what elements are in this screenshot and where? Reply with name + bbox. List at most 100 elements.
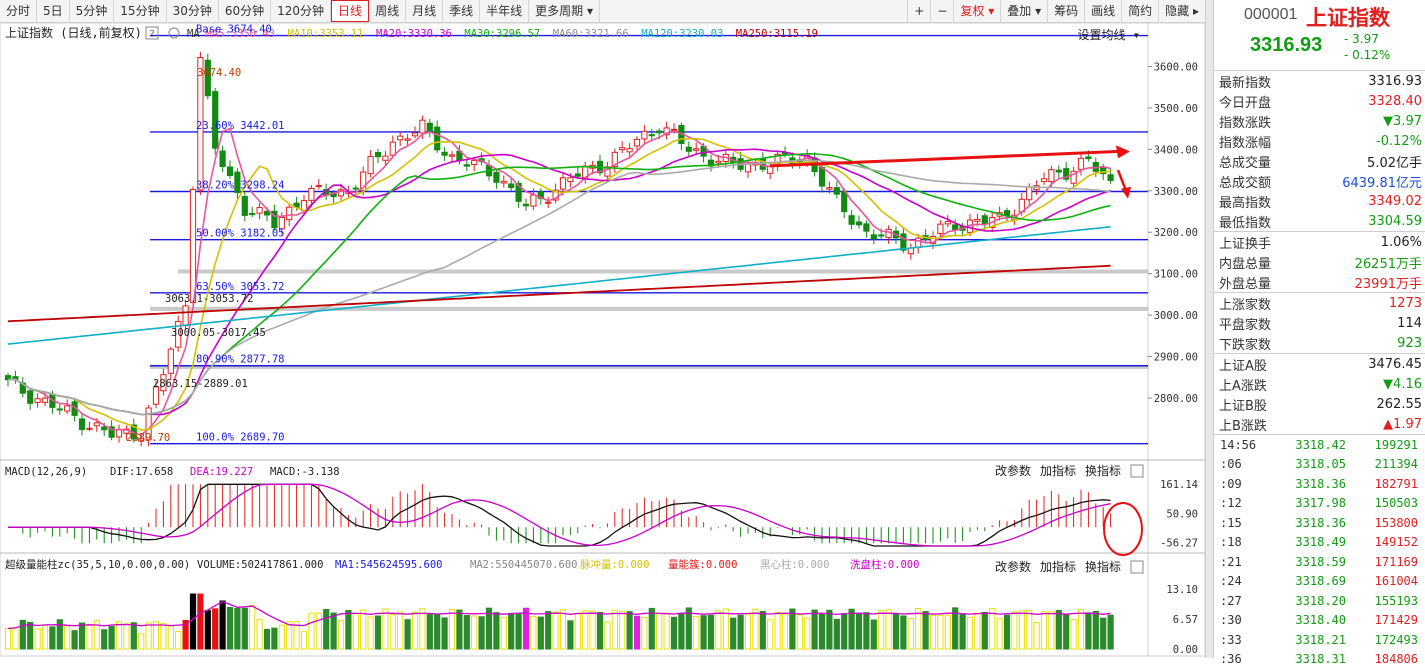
quote-row-value: 3476.45	[1368, 357, 1422, 372]
volume-bar	[879, 611, 884, 649]
volume-bar	[753, 609, 758, 649]
period-tab-12[interactable]: 更多周期 ▾	[529, 0, 600, 22]
tick-price: 3318.36	[1266, 477, 1346, 491]
period-tab-7[interactable]: 日线	[331, 0, 369, 22]
macd-btn-0[interactable]: 改参数	[995, 463, 1031, 478]
candle-body	[620, 148, 625, 150]
candle-body	[368, 156, 373, 173]
candle-body	[871, 235, 876, 239]
period-tab-0[interactable]: 分时	[0, 0, 37, 22]
high-annotation: 3674.40	[197, 67, 241, 79]
quote-row-value: ▼3.97	[1383, 114, 1422, 129]
volume-energy: 量能簇:0.000	[668, 558, 737, 571]
tick-volume: 184806	[1346, 652, 1418, 666]
toolbar-right-0[interactable]: +	[907, 0, 930, 22]
candle-body	[568, 178, 573, 182]
chart-title: 上证指数 (日线,前复权)	[5, 25, 142, 40]
toolbar-right-1[interactable]: −	[930, 0, 953, 22]
period-tab-8[interactable]: 周线	[369, 0, 406, 22]
candle-body	[420, 120, 425, 133]
volume-bar	[235, 608, 240, 649]
volume-bar	[842, 614, 847, 649]
candle-body	[79, 419, 84, 430]
candle-body	[560, 178, 565, 189]
volume-bar	[28, 622, 33, 649]
volume-bar	[1093, 612, 1098, 649]
period-tab-6[interactable]: 120分钟	[271, 0, 331, 22]
period-tab-3[interactable]: 15分钟	[114, 0, 166, 22]
period-tab-11[interactable]: 半年线	[480, 0, 529, 22]
candle-body	[945, 222, 950, 224]
ma-legend-4: MA30:3296.57	[464, 28, 540, 40]
candle-body	[523, 204, 528, 206]
volume-bar	[264, 629, 269, 649]
volume-btn-2[interactable]: 换指标	[1085, 559, 1121, 574]
candle-body	[575, 174, 580, 176]
quote-row-value: -0.12%	[1376, 134, 1422, 149]
volume-bar	[50, 627, 55, 649]
period-tab-1[interactable]: 5日	[37, 0, 70, 22]
toolbar-right-5[interactable]: 画线	[1084, 0, 1121, 22]
volume-bar	[1041, 612, 1046, 649]
period-tab-10[interactable]: 季线	[443, 0, 480, 22]
volume-bar	[834, 619, 839, 649]
volume-bar	[723, 609, 728, 649]
candle-body	[975, 220, 980, 222]
quote-row-value: 3304.59	[1368, 214, 1422, 229]
candle-body	[264, 211, 269, 215]
volume-btn-1[interactable]: 加指标	[1040, 559, 1076, 574]
tick-time: :09	[1214, 477, 1266, 491]
fib-label-2: 38.20% 3298.24	[196, 179, 285, 191]
toolbar-right-4[interactable]: 筹码	[1047, 0, 1084, 22]
toolbar-right-7[interactable]: 隐藏 ▸	[1158, 0, 1205, 22]
toolbar-right-3[interactable]: 叠加 ▾	[1000, 0, 1047, 22]
candle-body	[1108, 175, 1113, 181]
volume-bar	[738, 615, 743, 649]
volume-bar	[1049, 612, 1054, 649]
macd-btn-2[interactable]: 换指标	[1085, 463, 1121, 478]
volume-bar	[1078, 609, 1083, 649]
volume-bar	[583, 611, 588, 649]
tick-price: 3318.20	[1266, 594, 1346, 608]
quote-row-label: 外盘总量	[1219, 273, 1271, 292]
volume-bar	[190, 594, 195, 649]
volume-bar	[856, 613, 861, 649]
fib-label-0: Base 3674.40	[196, 24, 272, 36]
volume-bar	[760, 611, 765, 649]
period-tab-2[interactable]: 5分钟	[70, 0, 115, 22]
period-tab-5[interactable]: 60分钟	[219, 0, 271, 22]
ma-settings-button[interactable]: 设置均线 ▾	[1078, 28, 1140, 42]
volume-bar	[923, 612, 928, 649]
volume-axis-2: 0.00	[1173, 644, 1198, 656]
macd-btn-1[interactable]: 加指标	[1040, 463, 1076, 478]
candle-body	[65, 406, 70, 411]
volume-btn-0[interactable]: 改参数	[995, 559, 1031, 574]
toolbar-right-6[interactable]: 简约	[1121, 0, 1158, 22]
period-tab-9[interactable]: 月线	[406, 0, 443, 22]
candle-body	[494, 172, 499, 182]
volume-bar	[472, 616, 477, 649]
volume-bar	[250, 606, 255, 649]
volume-bar	[1086, 613, 1091, 649]
candle-body	[427, 123, 432, 131]
volume-bar	[87, 625, 92, 649]
candle-body	[190, 189, 195, 302]
fib-label-5: 80.90% 2877.78	[196, 354, 285, 366]
quote-row: 指数涨跌▼3.97	[1214, 111, 1425, 131]
volume-value: VOLUME:502417861.000	[197, 559, 323, 571]
volume-bar	[671, 617, 676, 649]
volume-bar	[331, 613, 336, 649]
candle-body	[982, 216, 987, 224]
candle-body	[227, 167, 232, 176]
period-tab-4[interactable]: 30分钟	[167, 0, 219, 22]
ma-legend-2: MA10:3353.11	[288, 28, 364, 40]
toolbar-right-2[interactable]: 复权 ▾	[953, 0, 1000, 22]
volume-bar	[568, 621, 573, 649]
